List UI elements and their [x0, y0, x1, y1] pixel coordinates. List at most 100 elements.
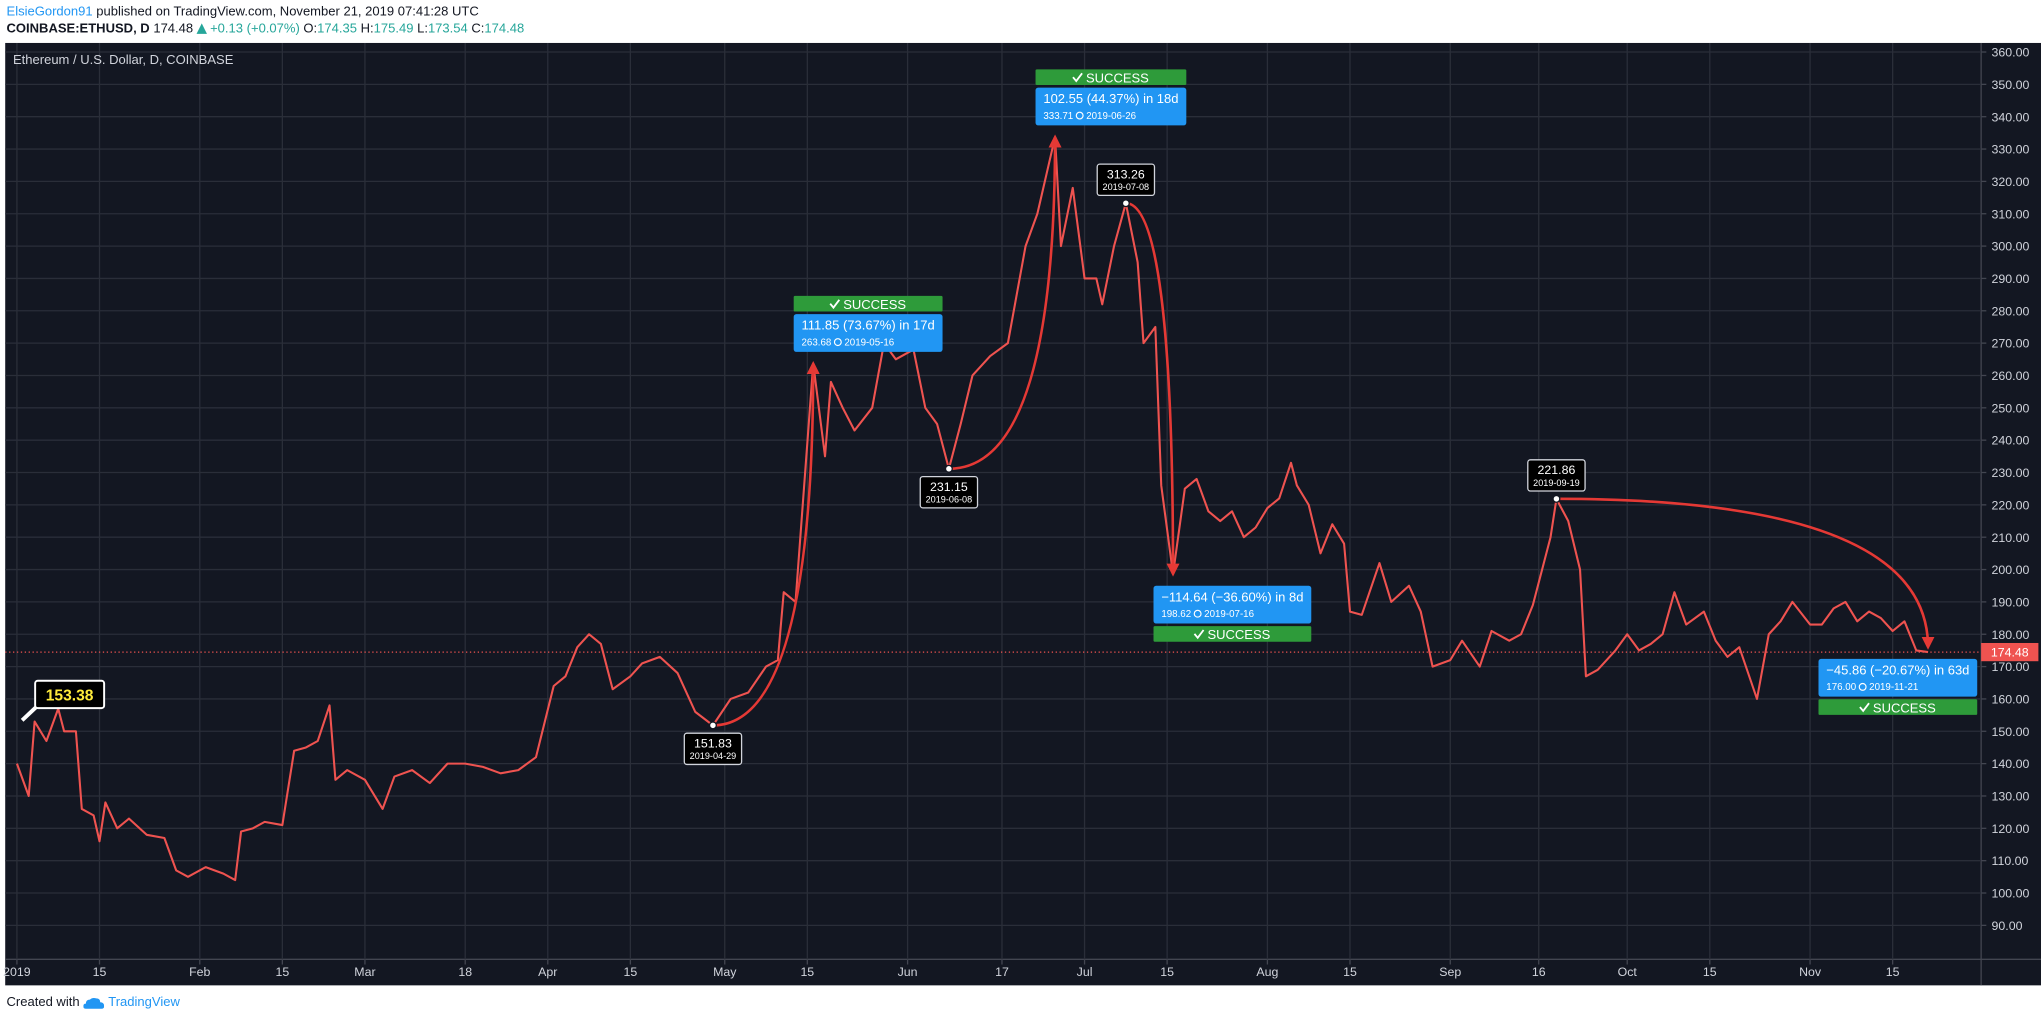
created-with: Created with — [6, 995, 80, 1011]
status-badge — [1153, 626, 1312, 642]
move-arrow — [1556, 497, 1935, 650]
x-tick-label: 15 — [623, 965, 637, 979]
y-tick-label: 290.00 — [1992, 272, 2030, 286]
author[interactable]: ElsieGordon91 — [6, 5, 93, 20]
ohlc-label: H: — [360, 22, 374, 37]
brand[interactable]: TradingView — [108, 995, 180, 1011]
measure: −114.64 (−36.60%) in 8d 198.62 2019-07-16 S… — [1153, 585, 1312, 642]
y-tick-label: 160.00 — [1992, 692, 2030, 706]
y-tick-label: 320.00 — [1992, 175, 2030, 189]
y-tick-label: 250.00 — [1992, 401, 2030, 415]
measure: 111.85 (73.67%) in 17d 263.68 2019-05-16 SU… — [793, 295, 943, 352]
check-icon — [1859, 702, 1870, 713]
point-marker — [1552, 494, 1561, 503]
x-tick-label: Apr — [538, 965, 557, 979]
y-tick-label: 240.00 — [1992, 434, 2030, 448]
check-icon — [829, 299, 841, 310]
y-tick-label: 330.00 — [1992, 143, 2030, 157]
plot: 174.48 — [5, 136, 2039, 882]
y-tick-label: 260.00 — [1992, 369, 2030, 383]
y-tick-label: 190.00 — [1992, 595, 2030, 609]
point-label-box — [1527, 459, 1586, 492]
y-tick-label: 300.00 — [1992, 240, 2030, 254]
status-label: SUCCESS — [1086, 70, 1149, 85]
measure-box — [1035, 87, 1187, 126]
header-line-1: ElsieGordon91 published on TradingView.c… — [7, 4, 525, 21]
published: published on TradingView.com, November 2… — [96, 5, 479, 20]
callout-box — [34, 679, 106, 710]
clock-icon — [1858, 682, 1867, 691]
y-tick-label: 110.00 — [1992, 854, 2029, 868]
point-value: 313.26 — [1107, 167, 1145, 181]
price-line — [15, 136, 1929, 882]
point-marker — [944, 464, 953, 473]
ohlc-value: 174.35 — [317, 22, 358, 37]
x-tick-label: 18 — [458, 965, 472, 979]
status-label: SUCCESS — [1873, 700, 1936, 715]
y-tick-label: 270.00 — [1992, 337, 2030, 351]
x-tick-label: 15 — [1886, 965, 1900, 979]
header-line-2: COINBASE:ETHUSD, D 174.48 +0.13 (+0.07%) … — [7, 21, 525, 38]
status-label: SUCCESS — [843, 297, 906, 312]
point-date: 2019-06-08 — [926, 495, 973, 505]
x-tick-label: Nov — [1799, 965, 1822, 979]
x-tick-label: 16 — [1532, 965, 1546, 979]
last-price-label: 174.48 — [1991, 646, 2029, 660]
x-tick-label: Jun — [898, 965, 918, 979]
x-tick-label: 17 — [995, 965, 1009, 979]
x-tick-label: 2019 — [3, 965, 31, 979]
measure-change: 111.85 (73.67%) in 17d — [802, 318, 935, 333]
point-marker — [708, 721, 717, 730]
move-arrow — [1125, 201, 1180, 577]
point-marker — [1121, 199, 1130, 208]
y-tick-label: 350.00 — [1992, 78, 2030, 92]
x-tick-label: 15 — [1160, 965, 1174, 979]
measure: −45.86 (−20.67%) in 63d 176.00 2019-11-21 S… — [1818, 658, 1978, 715]
ohlc-label: C: — [471, 22, 485, 37]
measure-box — [793, 314, 943, 352]
measure-date: 2019-05-16 — [844, 337, 894, 348]
y-tick-label: 100.00 — [1992, 887, 2030, 901]
x-tick-label: Sep — [1439, 965, 1461, 979]
measure-change: −45.86 (−20.67%) in 63d — [1826, 663, 1969, 678]
point-value: 231.15 — [930, 480, 968, 494]
x-tick-label: 15 — [1343, 965, 1357, 979]
x-tick-label: May — [713, 965, 737, 979]
measure-end: 333.71 — [1043, 111, 1073, 122]
measure-date: 2019-07-16 — [1204, 609, 1254, 620]
point-date: 2019-04-29 — [690, 751, 737, 761]
y-tick-label: 200.00 — [1992, 563, 2030, 577]
x-tick-label: Feb — [189, 965, 210, 979]
point-value: 221.86 — [1538, 463, 1576, 477]
measure-box — [1818, 658, 1978, 697]
callout-pointer — [20, 705, 38, 722]
x-tick-label: 15 — [275, 965, 289, 979]
point-date: 2019-09-19 — [1533, 478, 1580, 488]
ohlc-value: 173.54 — [427, 22, 468, 37]
point-date: 2019-07-08 — [1103, 182, 1150, 192]
point-label-box — [683, 732, 743, 766]
y-tick-label: 360.00 — [1992, 46, 2030, 60]
y-tick-label: 150.00 — [1992, 725, 2030, 739]
status-badge — [1818, 699, 1978, 715]
clock-icon — [1193, 609, 1202, 618]
x-tick-label: Aug — [1256, 965, 1278, 979]
last-price-tag — [1981, 642, 2039, 662]
ohlc-label: L: — [417, 22, 428, 37]
up-icon — [197, 23, 208, 34]
move-arrow — [712, 360, 820, 727]
move-arrow — [948, 134, 1062, 471]
measure-end: 198.62 — [1161, 609, 1191, 620]
point-label-box — [919, 475, 979, 509]
measure-date: 2019-06-26 — [1086, 111, 1136, 122]
ohlc-value: 174.48 — [484, 22, 525, 37]
point-value: 151.83 — [694, 736, 732, 750]
y-tick-label: 180.00 — [1992, 628, 2030, 642]
y-tick-label: 220.00 — [1992, 498, 2030, 512]
